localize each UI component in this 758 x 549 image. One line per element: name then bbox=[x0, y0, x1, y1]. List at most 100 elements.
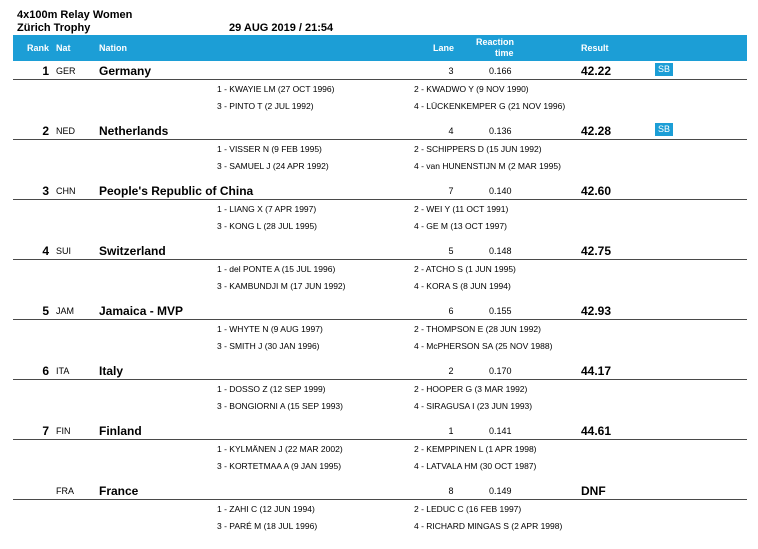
team-nation: Finland bbox=[99, 424, 142, 438]
relay-member: 3 - PARÉ M (18 JUL 1996) bbox=[217, 521, 318, 531]
relay-member: 3 - KORTETMAA A (9 JAN 1995) bbox=[217, 461, 342, 471]
col-reaction: Reaction bbox=[476, 37, 515, 47]
row-divider bbox=[13, 439, 747, 440]
team-reaction-time: 0.136 bbox=[489, 126, 512, 136]
relay-member: 4 - McPHERSON SA (25 NOV 1988) bbox=[414, 341, 553, 351]
team-rank: 4 bbox=[42, 244, 49, 258]
col-result: Result bbox=[581, 43, 609, 53]
team-nat: FRA bbox=[56, 486, 74, 496]
relay-member: 2 - LEDUC C (16 FEB 1997) bbox=[414, 504, 522, 514]
col-reaction-unit: time bbox=[495, 48, 514, 58]
relay-member: 2 - KWADWO Y (9 NOV 1990) bbox=[414, 84, 529, 94]
relay-member: 1 - del PONTE A (15 JUL 1996) bbox=[217, 264, 336, 274]
team-result: 42.22 bbox=[581, 64, 612, 78]
team-lane: 7 bbox=[448, 186, 454, 196]
team-result: 42.93 bbox=[581, 304, 612, 318]
team-result: 44.61 bbox=[581, 424, 612, 438]
team-row: 4 SUI Switzerland 5 0.148 42.75 1 - del PONTE … bbox=[13, 242, 747, 302]
row-divider bbox=[13, 79, 747, 80]
row-divider bbox=[13, 319, 747, 320]
relay-member: 3 - SAMUEL J (24 APR 1992) bbox=[217, 161, 329, 171]
season-best-badge: SB bbox=[655, 123, 673, 136]
relay-member: 4 - van HUNENSTIJN M (2 MAR 1995) bbox=[414, 161, 561, 171]
row-divider bbox=[13, 259, 747, 260]
relay-member: 3 - KAMBUNDJI M (17 JUN 1992) bbox=[217, 281, 346, 291]
team-nat: NED bbox=[56, 126, 76, 136]
team-nation: Italy bbox=[99, 364, 124, 378]
team-result: DNF bbox=[581, 484, 606, 498]
team-reaction-time: 0.166 bbox=[489, 66, 512, 76]
col-nat: Nat bbox=[56, 43, 71, 53]
relay-member: 1 - KWAYIE LM (27 OCT 1996) bbox=[217, 84, 335, 94]
meet-name: Zürich Trophy bbox=[17, 22, 91, 34]
team-result: 44.17 bbox=[581, 364, 612, 378]
relay-member: 2 - HOOPER G (3 MAR 1992) bbox=[414, 384, 528, 394]
team-nat: SUI bbox=[56, 246, 72, 256]
col-lane: Lane bbox=[433, 43, 455, 53]
row-divider bbox=[13, 379, 747, 380]
team-rank: 5 bbox=[42, 304, 49, 318]
team-nat: CHN bbox=[56, 186, 76, 196]
team-lane: 6 bbox=[448, 306, 454, 316]
season-best-badge: SB bbox=[655, 63, 673, 76]
relay-member: 2 - ATCHO S (1 JUN 1995) bbox=[414, 264, 516, 274]
team-nation: People's Republic of China bbox=[99, 184, 254, 198]
team-nat: FIN bbox=[56, 426, 71, 436]
team-result: 42.60 bbox=[581, 184, 612, 198]
team-nation: France bbox=[99, 484, 139, 498]
col-nation: Nation bbox=[99, 43, 127, 53]
team-nation: Switzerland bbox=[99, 244, 166, 258]
team-rank: 3 bbox=[42, 184, 49, 198]
team-row: 5 JAM Jamaica - MVP 6 0.155 42.93 1 - WHYTE N … bbox=[13, 302, 747, 362]
relay-member: 4 - LATVALA HM (30 OCT 1987) bbox=[414, 461, 537, 471]
team-row: 1 GER Germany 3 0.166 42.22 SB 1 - KWAYIE LM (2… bbox=[13, 62, 747, 122]
relay-member: 1 - WHYTE N (9 AUG 1997) bbox=[217, 324, 323, 334]
relay-member: 2 - WEI Y (11 OCT 1991) bbox=[414, 204, 509, 214]
team-row: 3 CHN People's Republic of China 7 0.140 42.6… bbox=[13, 182, 747, 242]
team-rank: 2 bbox=[42, 124, 49, 138]
team-row: 2 NED Netherlands 4 0.136 42.28 SB 1 - VISSER N… bbox=[13, 122, 747, 182]
team-reaction-time: 0.170 bbox=[489, 366, 512, 376]
relay-member: 3 - PINTO T (2 JUL 1992) bbox=[217, 101, 314, 111]
team-rank: 1 bbox=[42, 64, 49, 78]
relay-member: 2 - SCHIPPERS D (15 JUN 1992) bbox=[414, 144, 542, 154]
relay-member: 1 - ZAHI C (12 JUN 1994) bbox=[217, 504, 315, 514]
row-divider bbox=[13, 499, 747, 500]
team-nat: ITA bbox=[56, 366, 70, 376]
team-reaction-time: 0.140 bbox=[489, 186, 512, 196]
team-row: FRA France 8 0.149 DNF 1 - ZAHI C (12 JUN 199… bbox=[13, 482, 747, 542]
team-rank: 7 bbox=[42, 424, 49, 438]
team-nation: Netherlands bbox=[99, 124, 169, 138]
relay-member: 1 - DOSSO Z (12 SEP 1999) bbox=[217, 384, 326, 394]
team-lane: 4 bbox=[448, 126, 454, 136]
relay-member: 4 - KORA S (8 JUN 1994) bbox=[414, 281, 511, 291]
relay-member: 4 - SIRAGUSA I (23 JUN 1993) bbox=[414, 401, 533, 411]
results-header-bar: Rank Nat Nation Lane Reaction time Resul… bbox=[13, 35, 747, 61]
relay-member: 3 - KONG L (28 JUL 1995) bbox=[217, 221, 317, 231]
team-nat: JAM bbox=[56, 306, 74, 316]
event-datetime: 29 AUG 2019 / 21:54 bbox=[229, 22, 334, 34]
row-divider bbox=[13, 199, 747, 200]
team-nat: GER bbox=[56, 66, 76, 76]
team-reaction-time: 0.148 bbox=[489, 246, 512, 256]
relay-member: 1 - KYLMÄNEN J (22 MAR 2002) bbox=[217, 444, 343, 454]
event-title: 4x100m Relay Women bbox=[17, 9, 133, 21]
relay-member: 2 - THOMPSON E (28 JUN 1992) bbox=[414, 324, 541, 334]
team-row: 7 FIN Finland 1 0.141 44.61 1 - KYLMÄNEN J (22… bbox=[13, 422, 747, 482]
relay-member: 3 - BONGIORNI A (15 SEP 1993) bbox=[217, 401, 343, 411]
relay-member: 4 - GE M (13 OCT 1997) bbox=[414, 221, 507, 231]
team-lane: 3 bbox=[448, 66, 454, 76]
team-row: 6 ITA Italy 2 0.170 44.17 1 - DOSSO Z (12 SEP … bbox=[13, 362, 747, 422]
row-divider bbox=[13, 139, 747, 140]
relay-member: 2 - KEMPPINEN L (1 APR 1998) bbox=[414, 444, 537, 454]
team-rank: 6 bbox=[42, 364, 49, 378]
team-reaction-time: 0.155 bbox=[489, 306, 512, 316]
relay-member: 4 - LÜCKENKEMPER G (21 NOV 1996) bbox=[414, 101, 566, 111]
team-result: 42.28 bbox=[581, 124, 612, 138]
team-reaction-time: 0.141 bbox=[489, 426, 512, 436]
team-lane: 5 bbox=[448, 246, 454, 256]
team-lane: 8 bbox=[448, 486, 454, 496]
relay-member: 3 - SMITH J (30 JAN 1996) bbox=[217, 341, 320, 351]
team-nation: Germany bbox=[99, 64, 152, 78]
team-lane: 2 bbox=[448, 366, 454, 376]
